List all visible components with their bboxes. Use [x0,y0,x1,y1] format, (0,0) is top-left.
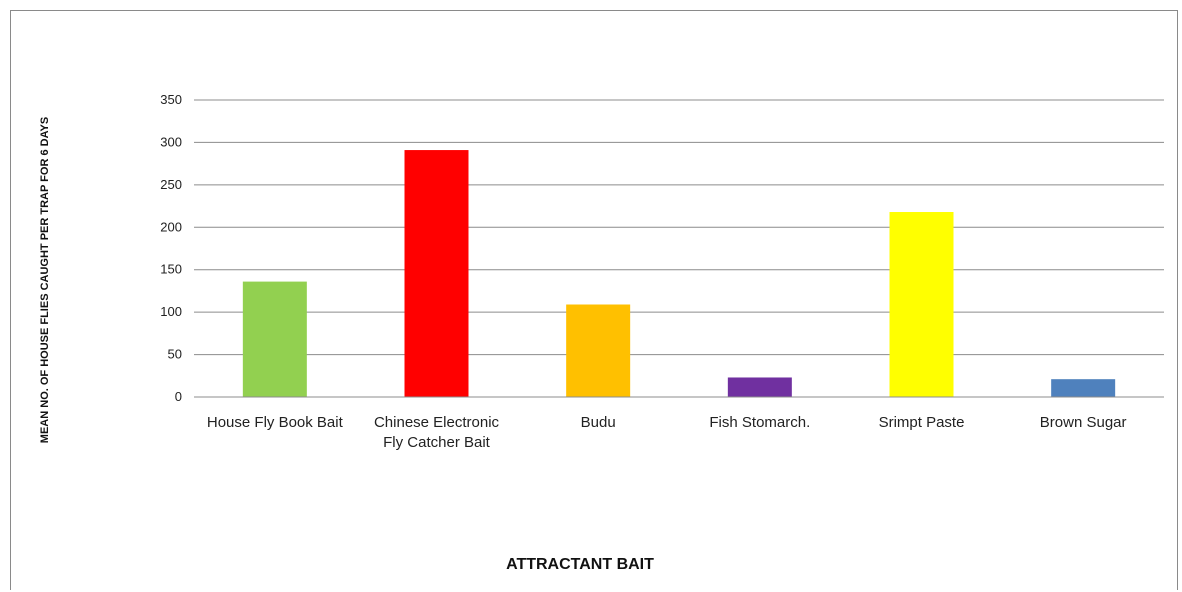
y-tick-label: 250 [160,177,182,192]
x-category-labels: House Fly Book Bait Chinese Electronic Fly… [207,414,1127,451]
x-category-label: Chinese Electronic Fly Catcher Bait [374,414,500,451]
y-tick-label: 150 [160,262,182,277]
x-category-label: Brown Sugar [1040,414,1127,431]
y-tick-label: 100 [160,304,182,319]
bar [404,150,469,397]
y-tick-label: 200 [160,219,182,234]
bar [889,212,954,397]
x-category-label: Budu [581,414,616,431]
y-tick-label: 300 [160,134,182,149]
chart-frame [10,10,1178,590]
bar [1051,379,1116,397]
bars [242,150,1116,397]
x-category-label: House Fly Book Bait [207,414,344,431]
y-tick-label: 0 [175,389,182,404]
bar [566,304,631,397]
y-axis-title: MEAN NO. OF HOUSE FLIES CAUGHT PER TRAP … [39,117,51,443]
bar [727,377,792,397]
y-tick-labels: 0 50 100 150 200 250 300 350 [160,92,182,404]
bar [242,281,307,397]
x-category-label: Fish Stomarch. [709,414,810,431]
x-category-label: Srimpt Paste [879,414,965,431]
x-axis-title: ATTRACTANT BAIT [506,556,654,573]
y-tick-label: 350 [160,92,182,107]
y-tick-label: 50 [168,347,182,362]
gridlines [194,99,1164,356]
